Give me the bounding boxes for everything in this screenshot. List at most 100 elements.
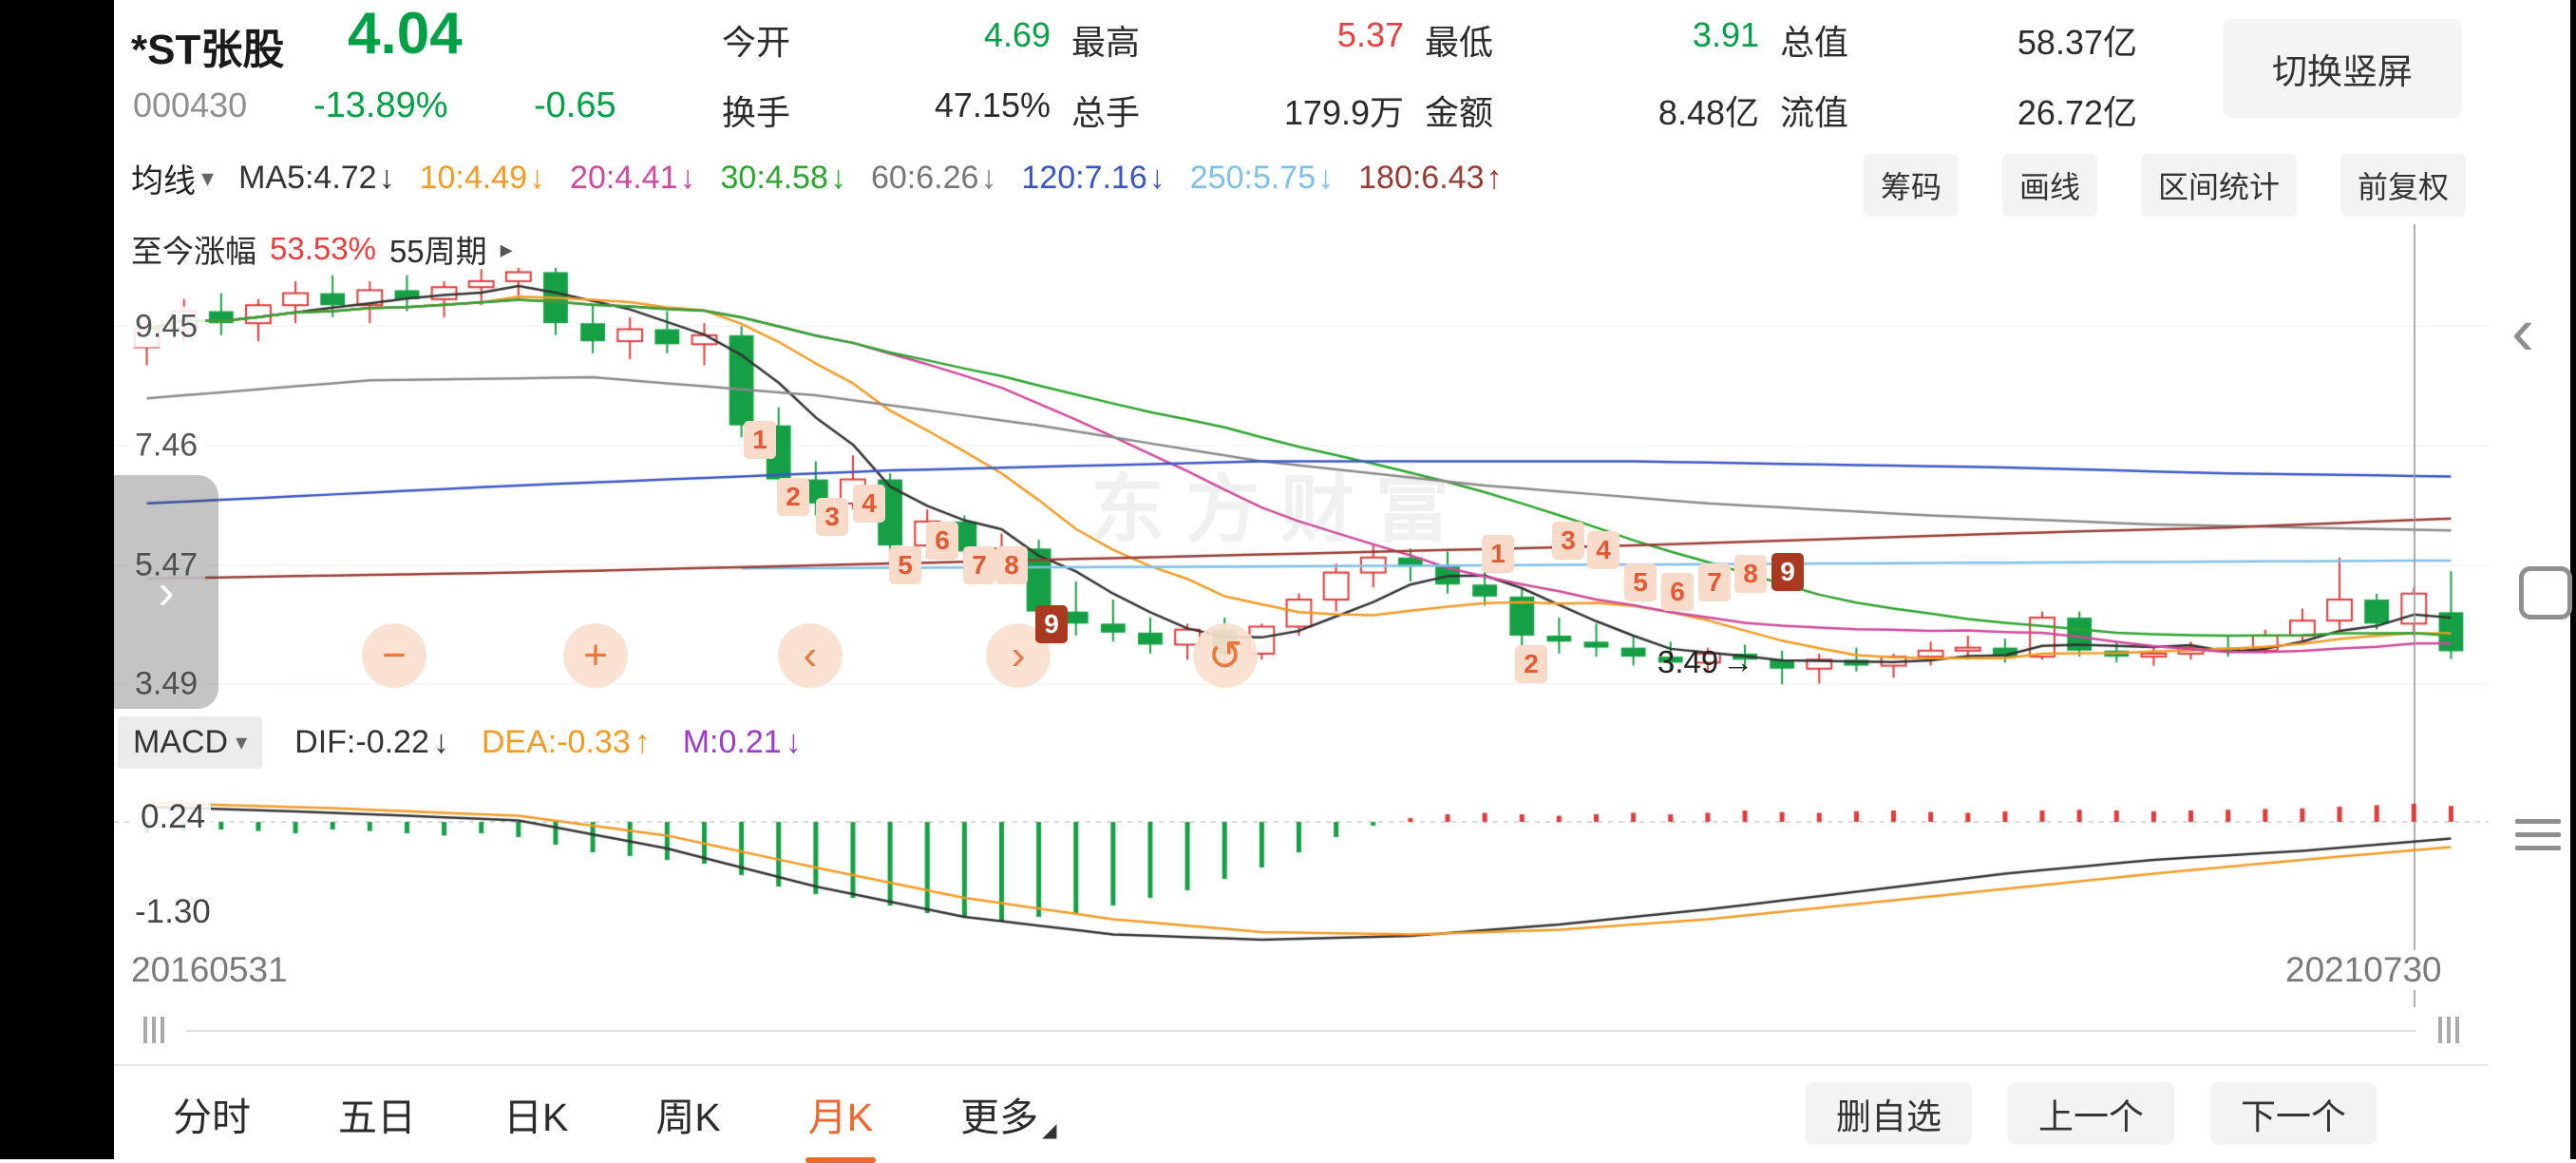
stat-value: 4.69 xyxy=(983,15,1051,54)
chevron-down-icon: ▾ xyxy=(201,162,215,192)
ma-indicator-bar: 均线 ▾ MA5:4.72 ↓ 10:4.49 ↓ 20:4.41 ↓ 30:4.58… xyxy=(131,152,1502,203)
chart-tools: 筹码 画线 区间统计 前复权 xyxy=(1863,154,2466,217)
tab-weekly-k[interactable]: 周K xyxy=(655,1096,721,1139)
sequence-marker-6: 6 xyxy=(926,522,958,560)
crosshair-line xyxy=(2414,224,2415,1007)
footer-actions: 删自选 上一个 下一个 xyxy=(1806,1082,2377,1145)
change-percent: -13.89% xyxy=(313,86,448,125)
sequence-marker-8: 8 xyxy=(1734,555,1767,593)
period-tabs: 分时 五日 日K 周K 月K 更多 ◢ xyxy=(169,1072,1060,1155)
tab-more[interactable]: 更多 ◢ xyxy=(960,1096,1057,1141)
sequence-marker-9: 9 xyxy=(1035,605,1068,643)
y-axis-label: 5.47 xyxy=(127,544,206,586)
arrow-right-icon: → xyxy=(1722,644,1754,679)
macd-chart[interactable] xyxy=(114,760,2489,950)
sequence-marker-2: 2 xyxy=(777,478,809,516)
kline-chart[interactable]: 东方财富 9.45 7.46 5.47 3.49 3.49 → › − + ‹ ›… xyxy=(114,268,2489,711)
sequence-marker-4: 4 xyxy=(853,485,885,523)
stat-label: 最高 xyxy=(1071,23,1141,62)
tab-intraday[interactable]: 分时 xyxy=(173,1096,251,1139)
nav-back-icon[interactable]: ‹ xyxy=(2511,294,2534,370)
next-stock-button[interactable]: 下一个 xyxy=(2210,1082,2377,1145)
macd-canvas xyxy=(114,760,2489,950)
sequence-marker-5: 5 xyxy=(1624,563,1657,601)
date-end-label: 20210730 xyxy=(2282,950,2446,990)
ma-selector[interactable]: 均线 ▾ xyxy=(131,155,214,201)
chevron-down-icon: ▾ xyxy=(236,730,248,755)
sequence-marker-7: 7 xyxy=(963,546,995,584)
time-range-slider xyxy=(114,1009,2489,1051)
stat-value: 3.91 xyxy=(1692,15,1759,54)
nav-home-icon[interactable] xyxy=(2519,566,2572,620)
indicator-selector[interactable]: MACD ▾ xyxy=(118,716,263,769)
dea-value: DEA:-0.33 ↑ xyxy=(481,724,651,760)
rotate-screen-button[interactable]: 切换竖屏 xyxy=(2223,19,2462,118)
stat-label: 总手 xyxy=(1071,93,1141,132)
sequence-marker-7: 7 xyxy=(1698,563,1731,601)
ma10-value: 10:4.49 ↓ xyxy=(419,159,546,196)
previous-stock-button[interactable]: 上一个 xyxy=(2008,1082,2174,1145)
ma120-value: 120:7.16 ↓ xyxy=(1021,159,1165,196)
period-tab-bar: 分时 五日 日K 周K 月K 更多 ◢ 删自选 上一个 下一个 xyxy=(114,1064,2489,1161)
draw-line-button[interactable]: 画线 xyxy=(2001,154,2097,217)
sequence-marker-6: 6 xyxy=(1661,573,1694,611)
nav-menu-icon[interactable] xyxy=(2515,819,2561,850)
kline-canvas xyxy=(114,268,2489,711)
stock-stats: 今开 4.69 最高 5.37 最低 3.91 总值 58.37亿 换手 47.… xyxy=(722,15,2137,135)
stock-price: 4.04 xyxy=(348,1,463,67)
slider-handle-left[interactable] xyxy=(133,1013,175,1047)
stat-value: 8.48亿 xyxy=(1657,93,1759,132)
macd-header: MACD ▾ DIF:-0.22 ↓ DEA:-0.33 ↑ M:0.21 ↓ xyxy=(118,716,802,769)
tab-5day[interactable]: 五日 xyxy=(338,1096,416,1139)
drawer-handle[interactable]: › xyxy=(114,475,218,709)
sequence-marker-9: 9 xyxy=(1771,553,1804,591)
ma250-value: 250:5.75 ↓ xyxy=(1189,159,1335,196)
range-gain-bar[interactable]: 至今涨幅 53.53% 55周期 ▸ xyxy=(131,226,513,272)
stat-label: 换手 xyxy=(722,93,791,132)
reset-view-button[interactable]: ↺ xyxy=(1193,623,1258,688)
ma20-value: 20:4.41 ↓ xyxy=(570,159,696,196)
sequence-marker-1: 1 xyxy=(1482,535,1514,573)
stat-label: 流值 xyxy=(1780,93,1849,132)
stat-value: 179.9万 xyxy=(1283,93,1404,132)
remove-watchlist-button[interactable]: 删自选 xyxy=(1806,1082,1972,1145)
ma30-value: 30:4.58 ↓ xyxy=(720,159,846,196)
stock-code: 000430 xyxy=(133,86,248,124)
zoom-out-button[interactable]: − xyxy=(362,623,426,688)
slider-track xyxy=(186,1030,2416,1032)
tab-daily-k[interactable]: 日K xyxy=(503,1096,569,1139)
tab-monthly-k[interactable]: 月K xyxy=(805,1072,877,1155)
watermark: 东方财富 xyxy=(1090,467,1471,551)
chip-distribution-button[interactable]: 筹码 xyxy=(1863,154,1959,217)
date-start-label: 20160531 xyxy=(131,950,288,989)
macd-m-value: M:0.21 ↓ xyxy=(682,724,802,760)
ma5-value: MA5:4.72 ↓ xyxy=(238,159,395,196)
range-stats-button[interactable]: 区间统计 xyxy=(2140,154,2297,217)
sequence-marker-2: 2 xyxy=(1515,645,1547,683)
sequence-marker-3: 3 xyxy=(1552,522,1584,560)
range-gain-label: 至今涨幅 xyxy=(131,234,256,269)
sequence-marker-3: 3 xyxy=(816,498,848,536)
stat-value: 26.72亿 xyxy=(2017,93,2137,132)
y-axis-label: 3.49 xyxy=(127,663,206,705)
chevron-right-icon: ▸ xyxy=(500,234,513,263)
change-value: -0.65 xyxy=(534,86,616,125)
adjust-mode-button[interactable]: 前复权 xyxy=(2339,154,2466,217)
slider-handle-right[interactable] xyxy=(2428,1013,2470,1047)
stat-label: 今开 xyxy=(722,23,791,62)
stat-label: 最低 xyxy=(1425,23,1494,62)
price-annotation: 3.49 → xyxy=(1657,644,1754,679)
range-gain-value: 53.53% xyxy=(270,231,376,266)
macd-max-label: 0.24 xyxy=(135,798,212,836)
stock-name: *ST张股 xyxy=(131,27,285,73)
stat-label: 总值 xyxy=(1780,23,1849,62)
macd-min-label: -1.30 xyxy=(129,893,217,931)
y-axis-label: 9.45 xyxy=(127,306,206,348)
y-axis-label: 7.46 xyxy=(127,425,206,467)
zoom-in-button[interactable]: + xyxy=(563,623,628,688)
sequence-marker-4: 4 xyxy=(1587,531,1619,569)
stat-value: 58.37亿 xyxy=(2017,23,2137,62)
pan-left-button[interactable]: ‹ xyxy=(778,623,843,688)
ma180-value: 180:6.43 ↑ xyxy=(1358,159,1503,196)
